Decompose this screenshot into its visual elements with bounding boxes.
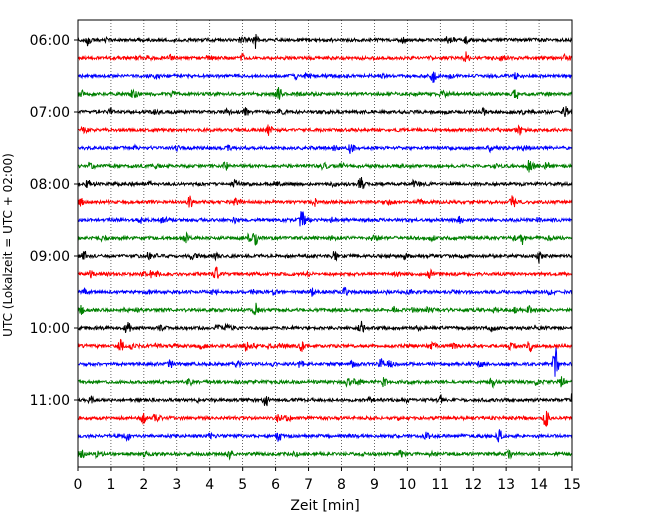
y-axis-label: UTC (Lokalzeit = UTC + 02:00) [1, 153, 15, 337]
trace-row-16 [77, 320, 573, 334]
trace-row-8 [77, 176, 573, 190]
trace-row-19 [77, 376, 573, 389]
x-tick-label: 14 [530, 477, 548, 493]
x-tick-label: 7 [304, 477, 313, 493]
trace-row-9 [77, 195, 573, 208]
trace-row-10 [77, 211, 573, 227]
trace-group [77, 33, 573, 461]
y-tick-label: 10:00 [30, 321, 70, 337]
x-tick-label: 6 [271, 477, 280, 493]
grid-lines [110, 20, 540, 467]
trace-row-21 [77, 410, 573, 428]
trace-row-1 [77, 51, 573, 63]
plot-frame [77, 19, 573, 468]
x-axis-label: Zeit [min] [290, 498, 359, 514]
trace-row-3 [77, 86, 573, 100]
trace-row-12 [77, 250, 573, 264]
trace-row-22 [77, 429, 573, 443]
trace-row-5 [78, 124, 573, 136]
x-tick-label: 1 [106, 477, 115, 493]
x-tick-label: 15 [563, 477, 581, 493]
y-tick-label: 08:00 [30, 177, 70, 193]
trace-row-20 [77, 393, 573, 407]
x-tick-label: 0 [74, 477, 83, 493]
trace-row-18 [77, 347, 573, 377]
y-tick-label: 06:00 [30, 33, 70, 49]
trace-row-23 [77, 448, 573, 461]
trace-row-2 [77, 71, 573, 83]
y-tick-label: 11:00 [30, 393, 70, 409]
y-tick-label: 07:00 [30, 105, 70, 121]
trace-row-6 [77, 143, 573, 154]
x-axis-ticks: 0 1 2 3 4 5 6 7 8 9 10 11 12 13 14 15 [74, 467, 581, 493]
x-tick-label: 8 [337, 477, 346, 493]
trace-row-4 [77, 106, 573, 117]
x-tick-label: 10 [398, 477, 416, 493]
y-tick-label: 09:00 [30, 249, 70, 265]
trace-row-11 [77, 231, 573, 246]
trace-row-14 [77, 286, 573, 297]
trace-row-0 [77, 33, 573, 49]
x-tick-label: 4 [205, 477, 214, 493]
trace-row-7 [77, 159, 573, 173]
trace-row-13 [77, 266, 573, 279]
x-tick-label: 2 [139, 477, 148, 493]
y-axis-ticks: 06:00 07:00 08:00 09:00 10:00 11:00 [30, 33, 78, 409]
x-tick-label: 12 [464, 477, 482, 493]
x-tick-label: 9 [370, 477, 379, 493]
x-tick-label: 5 [238, 477, 247, 493]
x-tick-label: 3 [172, 477, 181, 493]
trace-row-17 [77, 338, 573, 353]
x-tick-label: 11 [431, 477, 449, 493]
trace-row-15 [77, 302, 573, 316]
x-tick-label: 13 [497, 477, 515, 493]
